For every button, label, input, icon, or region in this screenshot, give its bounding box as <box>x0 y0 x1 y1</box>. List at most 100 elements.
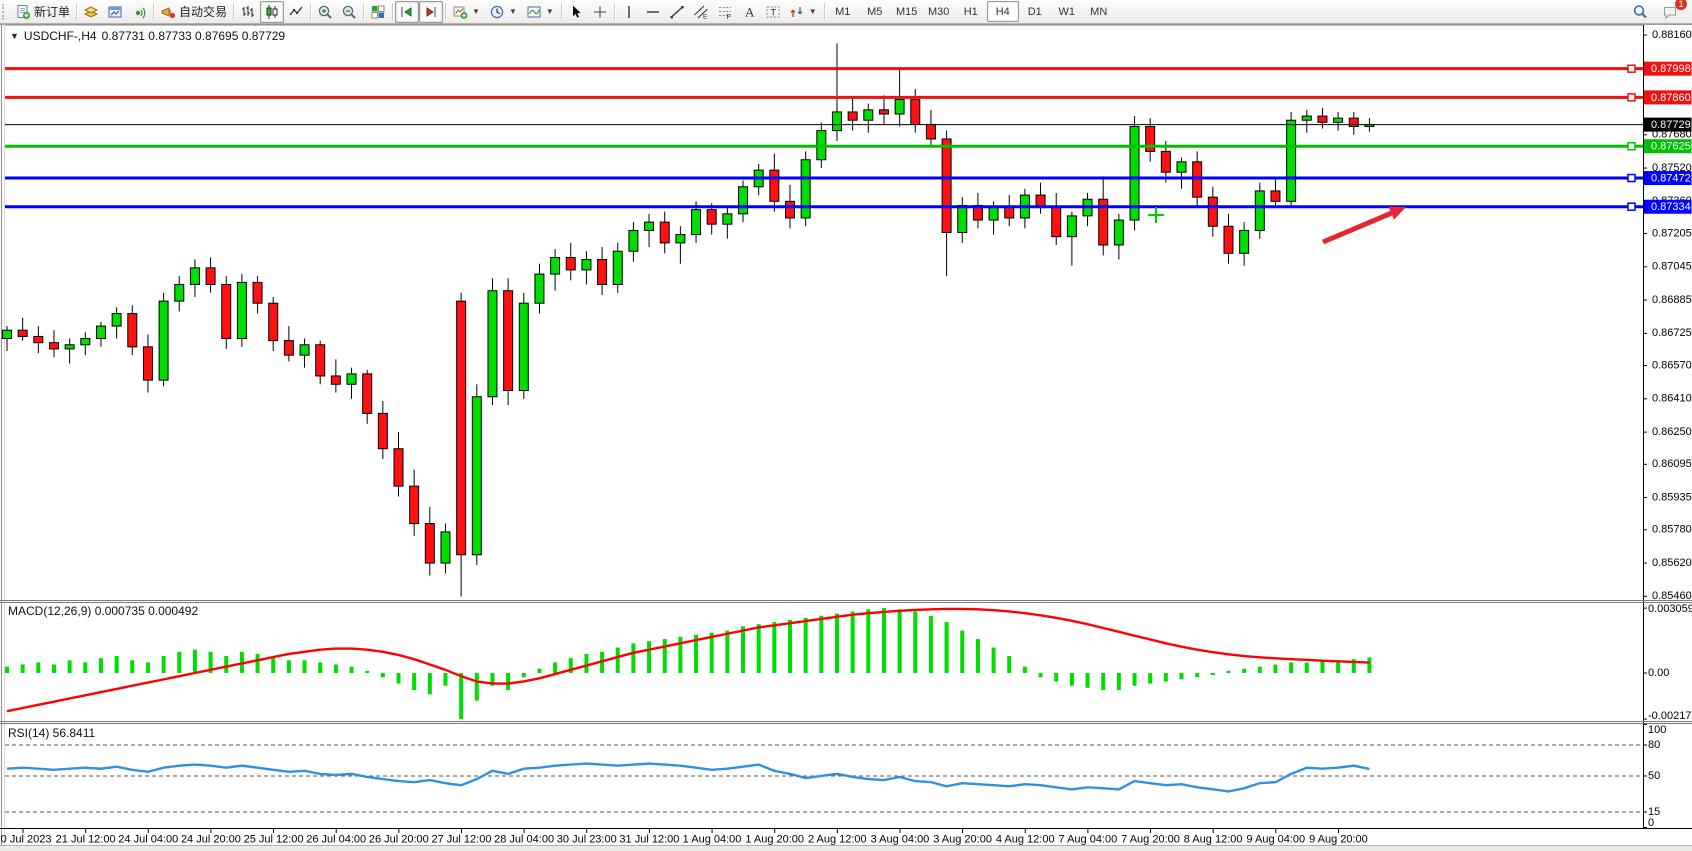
macd-histogram-bar <box>1163 673 1168 682</box>
timeframe-m15-button[interactable]: M15 <box>896 5 918 18</box>
auto-trading-label: 自动交易 <box>179 5 228 19</box>
candle-body <box>142 346 153 381</box>
candle-body <box>362 373 373 414</box>
zoom-out-button[interactable] <box>337 1 361 23</box>
text-button[interactable]: A <box>737 1 761 23</box>
cursor-button[interactable] <box>564 1 588 23</box>
timeframe-w1-button[interactable]: W1 <box>1058 5 1075 18</box>
timeframe-d1-button[interactable]: D1 <box>1027 5 1042 18</box>
search-button[interactable] <box>1628 1 1652 23</box>
trend-arrow-head[interactable] <box>1388 206 1406 220</box>
candle-body <box>597 259 608 285</box>
templates-caret-icon[interactable]: ▼ <box>545 7 554 16</box>
timeframe-m1-button[interactable]: M1 <box>835 5 851 18</box>
candle-body <box>910 98 921 125</box>
profiles-button[interactable] <box>79 1 103 23</box>
candle-body <box>299 344 310 356</box>
trendline-button[interactable] <box>665 1 689 23</box>
candle-chart-mode-icon <box>266 4 278 19</box>
arrows-button[interactable]: ▼ <box>785 1 822 23</box>
candle-body <box>221 283 232 340</box>
timeframe-m5-button[interactable]: M5 <box>867 5 883 18</box>
macd-histogram-bar <box>443 673 448 686</box>
text-label-button[interactable]: T <box>761 1 785 23</box>
periods-icon <box>490 5 504 18</box>
notifications-button[interactable]: 1 <box>1658 0 1687 23</box>
templates-button[interactable]: ▼ <box>522 1 559 23</box>
trend-arrow[interactable] <box>1322 210 1393 245</box>
candle-body <box>1223 225 1234 254</box>
candle-body <box>691 209 702 236</box>
candle-body <box>659 221 670 244</box>
time-tick-label: 26 Jul 04:00 <box>306 833 366 845</box>
hline-handle[interactable] <box>1627 141 1636 151</box>
chart-collapse-icon[interactable]: ▼ <box>10 31 19 41</box>
equidistant-channel-button[interactable]: E <box>689 1 713 23</box>
fibonacci-icon: F <box>718 6 731 20</box>
signals-button[interactable] <box>127 1 151 23</box>
trendline-icon <box>670 5 684 18</box>
macd-histogram-bar <box>271 658 276 673</box>
candle-body <box>1066 215 1077 238</box>
macd-histogram-bar <box>1101 673 1106 690</box>
candle-body <box>1113 219 1124 246</box>
arrows-caret-icon[interactable]: ▼ <box>808 7 817 16</box>
macd-histogram-bar <box>1304 662 1309 673</box>
candle-body <box>831 111 842 132</box>
indicators-button[interactable]: ▼ <box>448 1 485 23</box>
macd-histogram-bar <box>20 664 25 673</box>
market-watch-button[interactable] <box>103 1 127 23</box>
periods-caret-icon[interactable]: ▼ <box>508 7 517 16</box>
horizontal-line-button[interactable] <box>641 1 665 23</box>
timeframe-m30-button[interactable]: M30 <box>928 5 950 18</box>
candle-chart-mode-button[interactable] <box>260 0 285 23</box>
timeframe-h4-button[interactable]: H4 <box>986 1 1019 22</box>
candle-body <box>1051 207 1062 238</box>
hline-handle[interactable] <box>1627 202 1636 211</box>
svg-text:A: A <box>745 4 755 19</box>
search-icon <box>1633 4 1647 18</box>
candle-body <box>471 396 482 556</box>
bar-chart-mode-icon <box>242 5 255 17</box>
bar-chart-mode-button[interactable] <box>236 1 260 23</box>
zoom-in-button[interactable] <box>313 1 337 23</box>
timeframe-mn-button[interactable]: MN <box>1090 5 1108 18</box>
macd-histogram-bar <box>145 662 150 673</box>
indicators-caret-icon[interactable]: ▼ <box>472 7 480 16</box>
time-tick-label: 20 Jul 2023 <box>0 833 51 845</box>
hline-handle[interactable] <box>1627 93 1636 102</box>
macd-histogram-bar <box>866 609 871 673</box>
auto-trading-button[interactable]: 自动交易 <box>156 1 231 23</box>
macd-histogram-bar <box>396 673 401 684</box>
candle-body <box>503 290 514 392</box>
tile-windows-button[interactable] <box>366 1 390 23</box>
chart-shift-button[interactable] <box>395 0 420 23</box>
line-chart-mode-button[interactable] <box>284 1 308 23</box>
hline-handle[interactable] <box>1627 64 1636 73</box>
candle-body <box>957 204 968 234</box>
macd-histogram-bar <box>380 673 385 678</box>
hline-price-label: 0.87998 <box>1651 63 1691 75</box>
hline-handle[interactable] <box>1627 173 1636 183</box>
crosshair-button[interactable] <box>588 1 612 23</box>
fibonacci-button[interactable]: F <box>713 1 737 23</box>
candle-body <box>628 229 639 252</box>
candle-body <box>330 375 341 385</box>
candle-body <box>1176 161 1187 173</box>
macd-histogram-bar <box>412 673 417 690</box>
profiles-icon <box>83 5 99 18</box>
candle-body <box>127 313 138 348</box>
new-order-button[interactable]: 新订单 <box>11 1 74 23</box>
notification-badge: 1 <box>1675 0 1687 10</box>
periods-button[interactable]: ▼ <box>485 1 522 23</box>
hline-price-box <box>1643 61 1692 76</box>
macd-histogram-bar <box>302 660 307 673</box>
auto-scroll-button[interactable] <box>419 0 444 23</box>
macd-histogram-bar <box>647 641 652 673</box>
toolbar-gripper[interactable] <box>2 3 9 20</box>
macd-histogram-bar <box>98 658 103 673</box>
candle-body <box>565 256 576 271</box>
timeframe-h1-button[interactable]: H1 <box>963 5 978 18</box>
vertical-line-button[interactable] <box>617 1 641 23</box>
